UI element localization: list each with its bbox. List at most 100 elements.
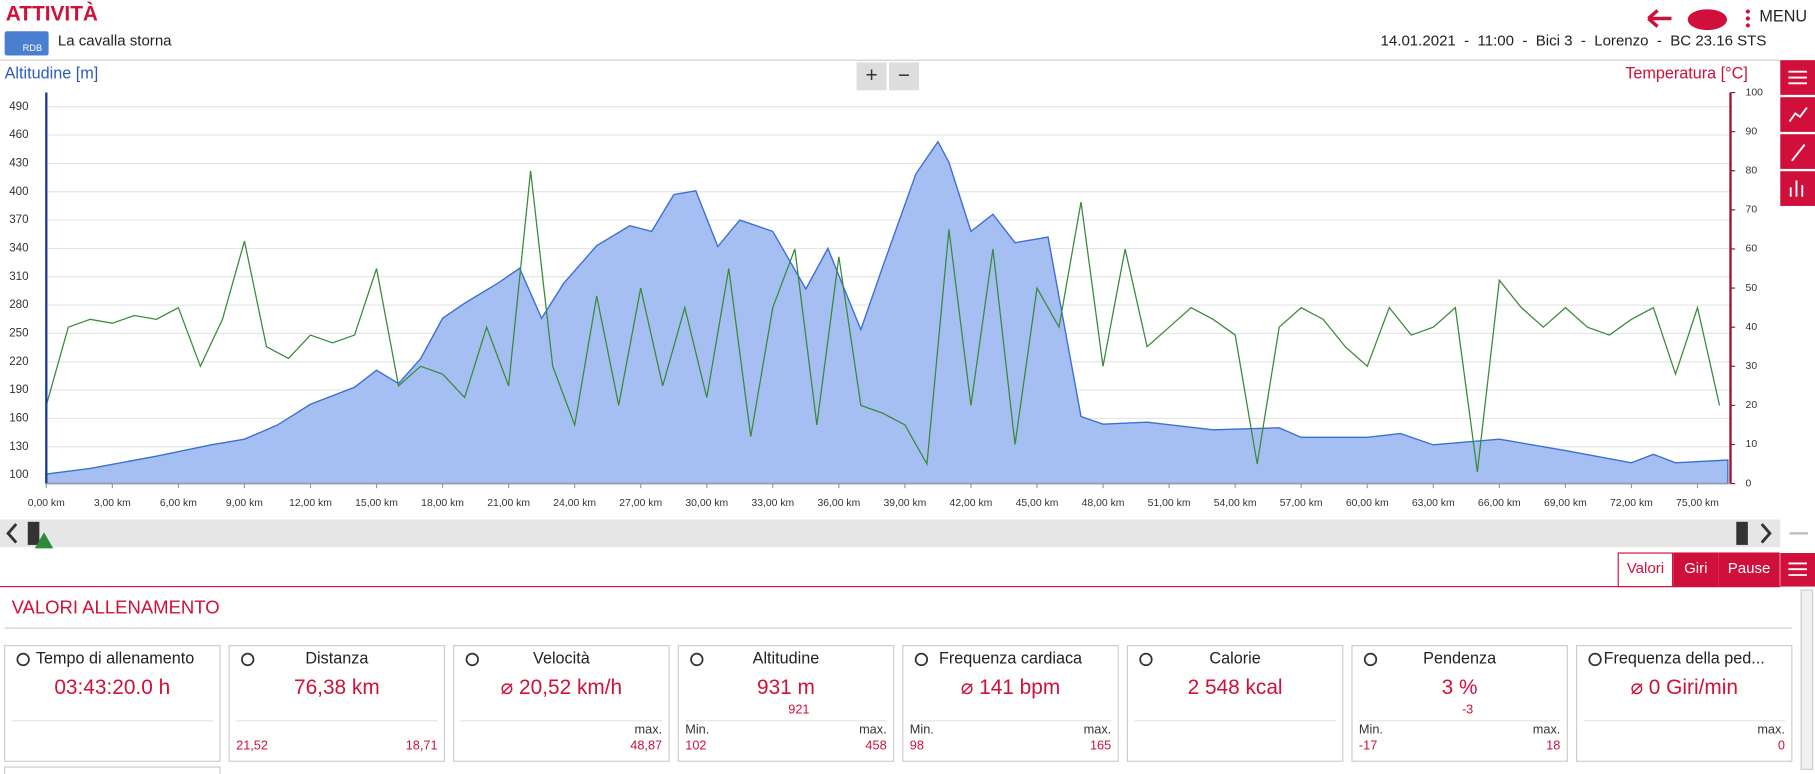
card-foot-right: 18 xyxy=(1546,738,1560,753)
card-foot-right: 458 xyxy=(865,738,886,753)
y-tick-label: 130 xyxy=(9,441,28,453)
card-partial xyxy=(4,766,221,774)
card-foot-left-label: Min. xyxy=(910,721,934,736)
card-value: 76,38 km xyxy=(294,676,380,699)
menu-dot[interactable] xyxy=(1745,23,1750,28)
y2-tick-label: 40 xyxy=(1746,322,1758,333)
y2-tick-label: 100 xyxy=(1746,87,1764,98)
card-value: 931 m xyxy=(757,676,815,699)
y-tick-label: 400 xyxy=(9,186,28,198)
slider-cursor[interactable] xyxy=(34,532,54,549)
card-foot-right-label: max. xyxy=(1084,721,1112,736)
x-tick-label: 66,00 km xyxy=(1478,498,1521,509)
stat-card xyxy=(4,645,221,762)
card-icon xyxy=(465,652,479,667)
range-slider[interactable] xyxy=(0,519,1781,548)
zoom-in-label[interactable]: + xyxy=(866,64,878,87)
sidebar-icons xyxy=(1788,70,1808,197)
back-button[interactable] xyxy=(1647,9,1672,28)
tab[interactable] xyxy=(1617,552,1674,588)
x-tick-label: 3,00 km xyxy=(94,498,131,509)
activity-name: La cavalla storna xyxy=(58,33,172,50)
y-axis-label[interactable]: Altitudine [m] xyxy=(5,64,99,82)
tab-label[interactable]: Giri xyxy=(1684,560,1707,577)
card-value: 2 548 kcal xyxy=(1188,676,1283,699)
tab-label[interactable]: Pause xyxy=(1728,560,1771,577)
x-tick-label: 9,00 km xyxy=(226,498,263,509)
y-tick-label: 100 xyxy=(9,469,28,481)
menu-dot[interactable] xyxy=(1745,16,1750,21)
card-foot-right-label: max. xyxy=(859,721,887,736)
menu-dot[interactable] xyxy=(1745,9,1750,14)
card-foot-left: 21,52 xyxy=(236,738,268,753)
y-tick-label: 460 xyxy=(9,129,28,141)
card-icon xyxy=(1139,652,1153,667)
tab[interactable] xyxy=(1718,552,1780,588)
card-foot-right: 48,87 xyxy=(630,738,662,753)
card-foot-right-label: max. xyxy=(635,721,663,736)
x-tick-label: 0,00 km xyxy=(28,498,65,509)
card-foot-left-label: Min. xyxy=(685,721,709,736)
card-sub-value: 921 xyxy=(788,702,809,717)
slider-arrows[interactable] xyxy=(6,523,1772,544)
card-value: ⌀ 141 bpm xyxy=(961,676,1060,699)
zoom-out-button[interactable] xyxy=(888,62,920,91)
stat-card xyxy=(453,645,670,762)
x-tick-label: 15,00 km xyxy=(355,498,398,509)
x-tick-label: 60,00 km xyxy=(1346,498,1389,509)
y-tick-label: 160 xyxy=(9,412,28,424)
card-title: Frequenza cardiaca xyxy=(939,650,1082,668)
x-tick-label: 42,00 km xyxy=(950,498,993,509)
sidebar-bar-button[interactable] xyxy=(1780,171,1815,206)
y2-tick-label: 30 xyxy=(1746,361,1758,372)
x-tick-label: 48,00 km xyxy=(1082,498,1125,509)
menu-label[interactable]: MENU xyxy=(1759,8,1807,26)
slider-handle-right[interactable] xyxy=(1736,521,1748,545)
x-tick-label: 45,00 km xyxy=(1016,498,1059,509)
tabs: Valori Giri Pause xyxy=(1617,552,1780,588)
card-sub-value: -3 xyxy=(1462,702,1473,717)
x-tick-label: 69,00 km xyxy=(1544,498,1587,509)
slider-handle-left[interactable] xyxy=(27,521,40,545)
stat-card xyxy=(228,645,446,762)
y2-tick-label: 50 xyxy=(1746,283,1758,294)
x-tick-label: 27,00 km xyxy=(619,498,662,509)
card-icon xyxy=(16,652,30,667)
x-tick-label: 12,00 km xyxy=(289,498,332,509)
cards: Tempo di allenamento 03:43:20.0 h Distanza… xyxy=(4,645,1793,762)
altitude-area xyxy=(45,140,1729,485)
card-foot-left: -17 xyxy=(1359,738,1377,753)
y2-axis-label[interactable]: Temperatura [°C] xyxy=(1625,64,1748,82)
tab-label[interactable]: Valori xyxy=(1627,560,1664,577)
y2-tick-label: 10 xyxy=(1746,439,1758,450)
tabs-list-icon xyxy=(1788,562,1807,576)
y-tick-label: 310 xyxy=(9,271,28,283)
card-icon xyxy=(1588,652,1602,667)
card-title: Frequenza della ped... xyxy=(1604,650,1765,668)
card-value: ⌀ 20,52 km/h xyxy=(501,676,622,699)
card-icon xyxy=(690,652,704,667)
card-title: Velocità xyxy=(533,650,590,668)
y-tick-label: 430 xyxy=(9,157,28,169)
stat-card xyxy=(902,645,1119,762)
x-tick-label: 54,00 km xyxy=(1214,498,1257,509)
card-foot-right: 18,71 xyxy=(406,738,438,753)
card-icon xyxy=(1363,652,1378,667)
zoom-out-label[interactable]: − xyxy=(898,64,910,87)
x-tick-label: 51,00 km xyxy=(1148,498,1191,509)
tab[interactable] xyxy=(1673,552,1719,588)
card-icon xyxy=(914,652,929,667)
y2-tick-label: 70 xyxy=(1746,205,1758,216)
zoom-in-button[interactable] xyxy=(856,62,887,91)
sync-button[interactable] xyxy=(1687,9,1728,31)
y2-tick-label: 20 xyxy=(1746,400,1758,411)
sidebar-avg-button[interactable] xyxy=(1780,134,1815,169)
stat-card xyxy=(1126,645,1344,762)
scrollbar[interactable] xyxy=(1800,589,1814,770)
chart: 1001301601902202502803103403704004304604… xyxy=(9,87,1763,509)
card-foot-right-label: max. xyxy=(1757,721,1785,736)
x-tick-label: 30,00 km xyxy=(685,498,728,509)
x-tick-label: 63,00 km xyxy=(1412,498,1455,509)
card-title: Distanza xyxy=(305,650,368,668)
